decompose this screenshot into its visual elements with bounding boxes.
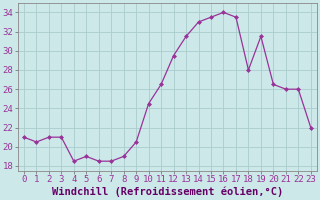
X-axis label: Windchill (Refroidissement éolien,°C): Windchill (Refroidissement éolien,°C) [52,187,283,197]
